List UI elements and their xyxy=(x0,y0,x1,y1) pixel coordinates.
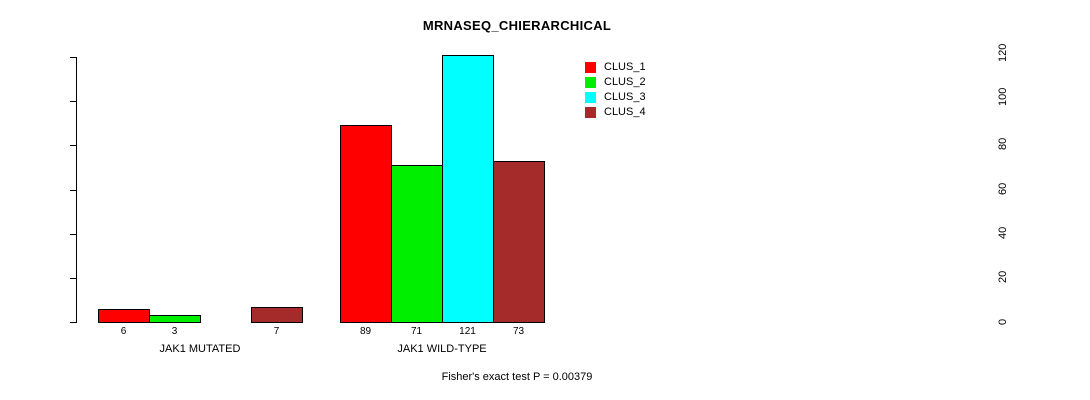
bar-jak1-wild-type-clus_3 xyxy=(442,54,494,323)
y-axis-tick-label: 60 xyxy=(997,182,1009,195)
legend-swatch-icon xyxy=(585,107,596,118)
y-axis-tick xyxy=(70,189,76,191)
bar-value-label: 89 xyxy=(359,326,372,337)
legend-swatch-icon xyxy=(585,62,596,73)
bar-value-label: 73 xyxy=(512,326,525,337)
legend: CLUS_1 CLUS_2 CLUS_3 CLUS_4 xyxy=(585,60,646,120)
legend-item-label: CLUS_1 xyxy=(604,61,646,73)
bar-value-label: 3 xyxy=(171,326,178,337)
legend-item-clus_2: CLUS_2 xyxy=(585,75,646,90)
legend-item-label: CLUS_3 xyxy=(604,91,646,103)
bar-jak1-wild-type-clus_4 xyxy=(493,160,545,323)
legend-item-clus_3: CLUS_3 xyxy=(585,90,646,105)
legend-item-label: CLUS_4 xyxy=(604,106,646,118)
group-label-jak1-wild-type: JAK1 WILD-TYPE xyxy=(397,343,487,355)
y-axis-tick-label: 120 xyxy=(997,43,1009,62)
legend-item-clus_4: CLUS_4 xyxy=(585,105,646,120)
bar-jak1-mutated-clus_4 xyxy=(251,306,303,323)
y-axis-tick-label: 0 xyxy=(997,318,1009,325)
bar-value-label: 7 xyxy=(273,326,280,337)
legend-swatch-icon xyxy=(585,92,596,103)
bar-jak1-wild-type-clus_1 xyxy=(340,125,392,323)
y-axis-tick-label: 20 xyxy=(997,270,1009,283)
y-axis-tick xyxy=(70,101,76,103)
y-axis-tick-label: 100 xyxy=(997,87,1009,107)
bar-value-label: 121 xyxy=(459,326,476,337)
group-label-jak1-mutated: JAK1 MUTATED xyxy=(159,343,241,355)
bar-jak1-mutated-clus_2 xyxy=(149,315,201,323)
legend-item-label: CLUS_2 xyxy=(604,76,646,88)
y-axis-tick-label: 40 xyxy=(997,226,1009,239)
y-axis-tick xyxy=(70,277,76,279)
y-axis-tick xyxy=(70,57,76,58)
legend-item-clus_1: CLUS_1 xyxy=(585,60,646,75)
y-axis-tick xyxy=(70,145,76,147)
bar-jak1-mutated-clus_1 xyxy=(98,308,150,323)
bar-value-label: 6 xyxy=(120,326,127,337)
y-axis-tick xyxy=(70,322,76,323)
y-axis-tick xyxy=(70,233,76,235)
legend-swatch-icon xyxy=(585,77,596,88)
chart-title: MRNASEQ_CHIERARCHICAL xyxy=(422,18,612,33)
y-axis-tick-label: 80 xyxy=(997,138,1009,151)
y-axis-line xyxy=(76,57,77,323)
y-axis-label: number of cases xyxy=(0,150,76,231)
fisher-test-annotation: Fisher's exact test P = 0.00379 xyxy=(441,371,593,383)
bar-value-label: 71 xyxy=(410,326,423,337)
bar-jak1-wild-type-clus_2 xyxy=(391,165,443,323)
